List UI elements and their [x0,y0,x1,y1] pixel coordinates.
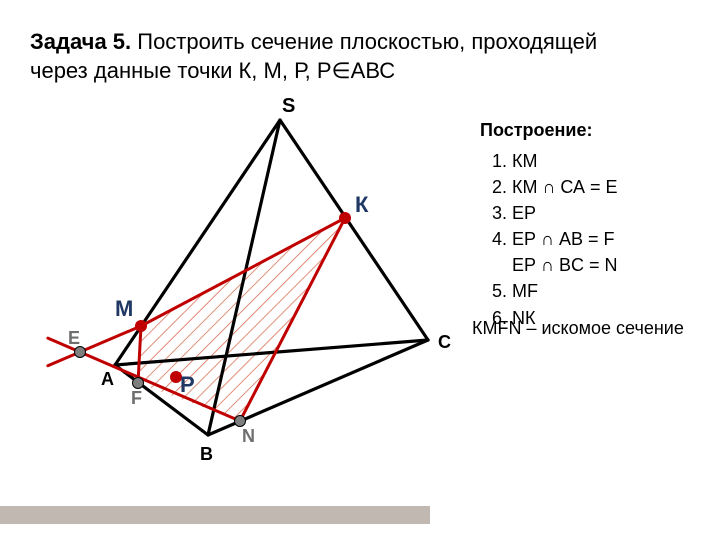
svg-text:N: N [242,426,255,446]
problem-title: Задача 5. Построить сечение плоскостью, … [30,28,600,85]
svg-text:B: B [200,444,213,464]
svg-text:F: F [131,388,142,408]
svg-text:Р: Р [180,372,195,397]
conclusion-text: КМFN – искомое сечение [472,318,684,339]
svg-text:К: К [355,192,369,217]
svg-text:A: A [101,369,114,389]
geometry-diagram: S A B C К М Р E F N [10,90,480,510]
svg-text:М: М [115,296,133,321]
construction-heading: Построение: [480,120,592,141]
construction-steps: 1. КМ 2. КМ ∩ СА = Е 3. EР 4. ЕР ∩ АВ = … [492,148,618,331]
svg-text:C: C [438,332,451,352]
footer-bar [0,506,430,524]
problem-number: Задача 5. [30,29,131,54]
svg-text:E: E [68,328,80,348]
svg-text:S: S [282,95,295,117]
